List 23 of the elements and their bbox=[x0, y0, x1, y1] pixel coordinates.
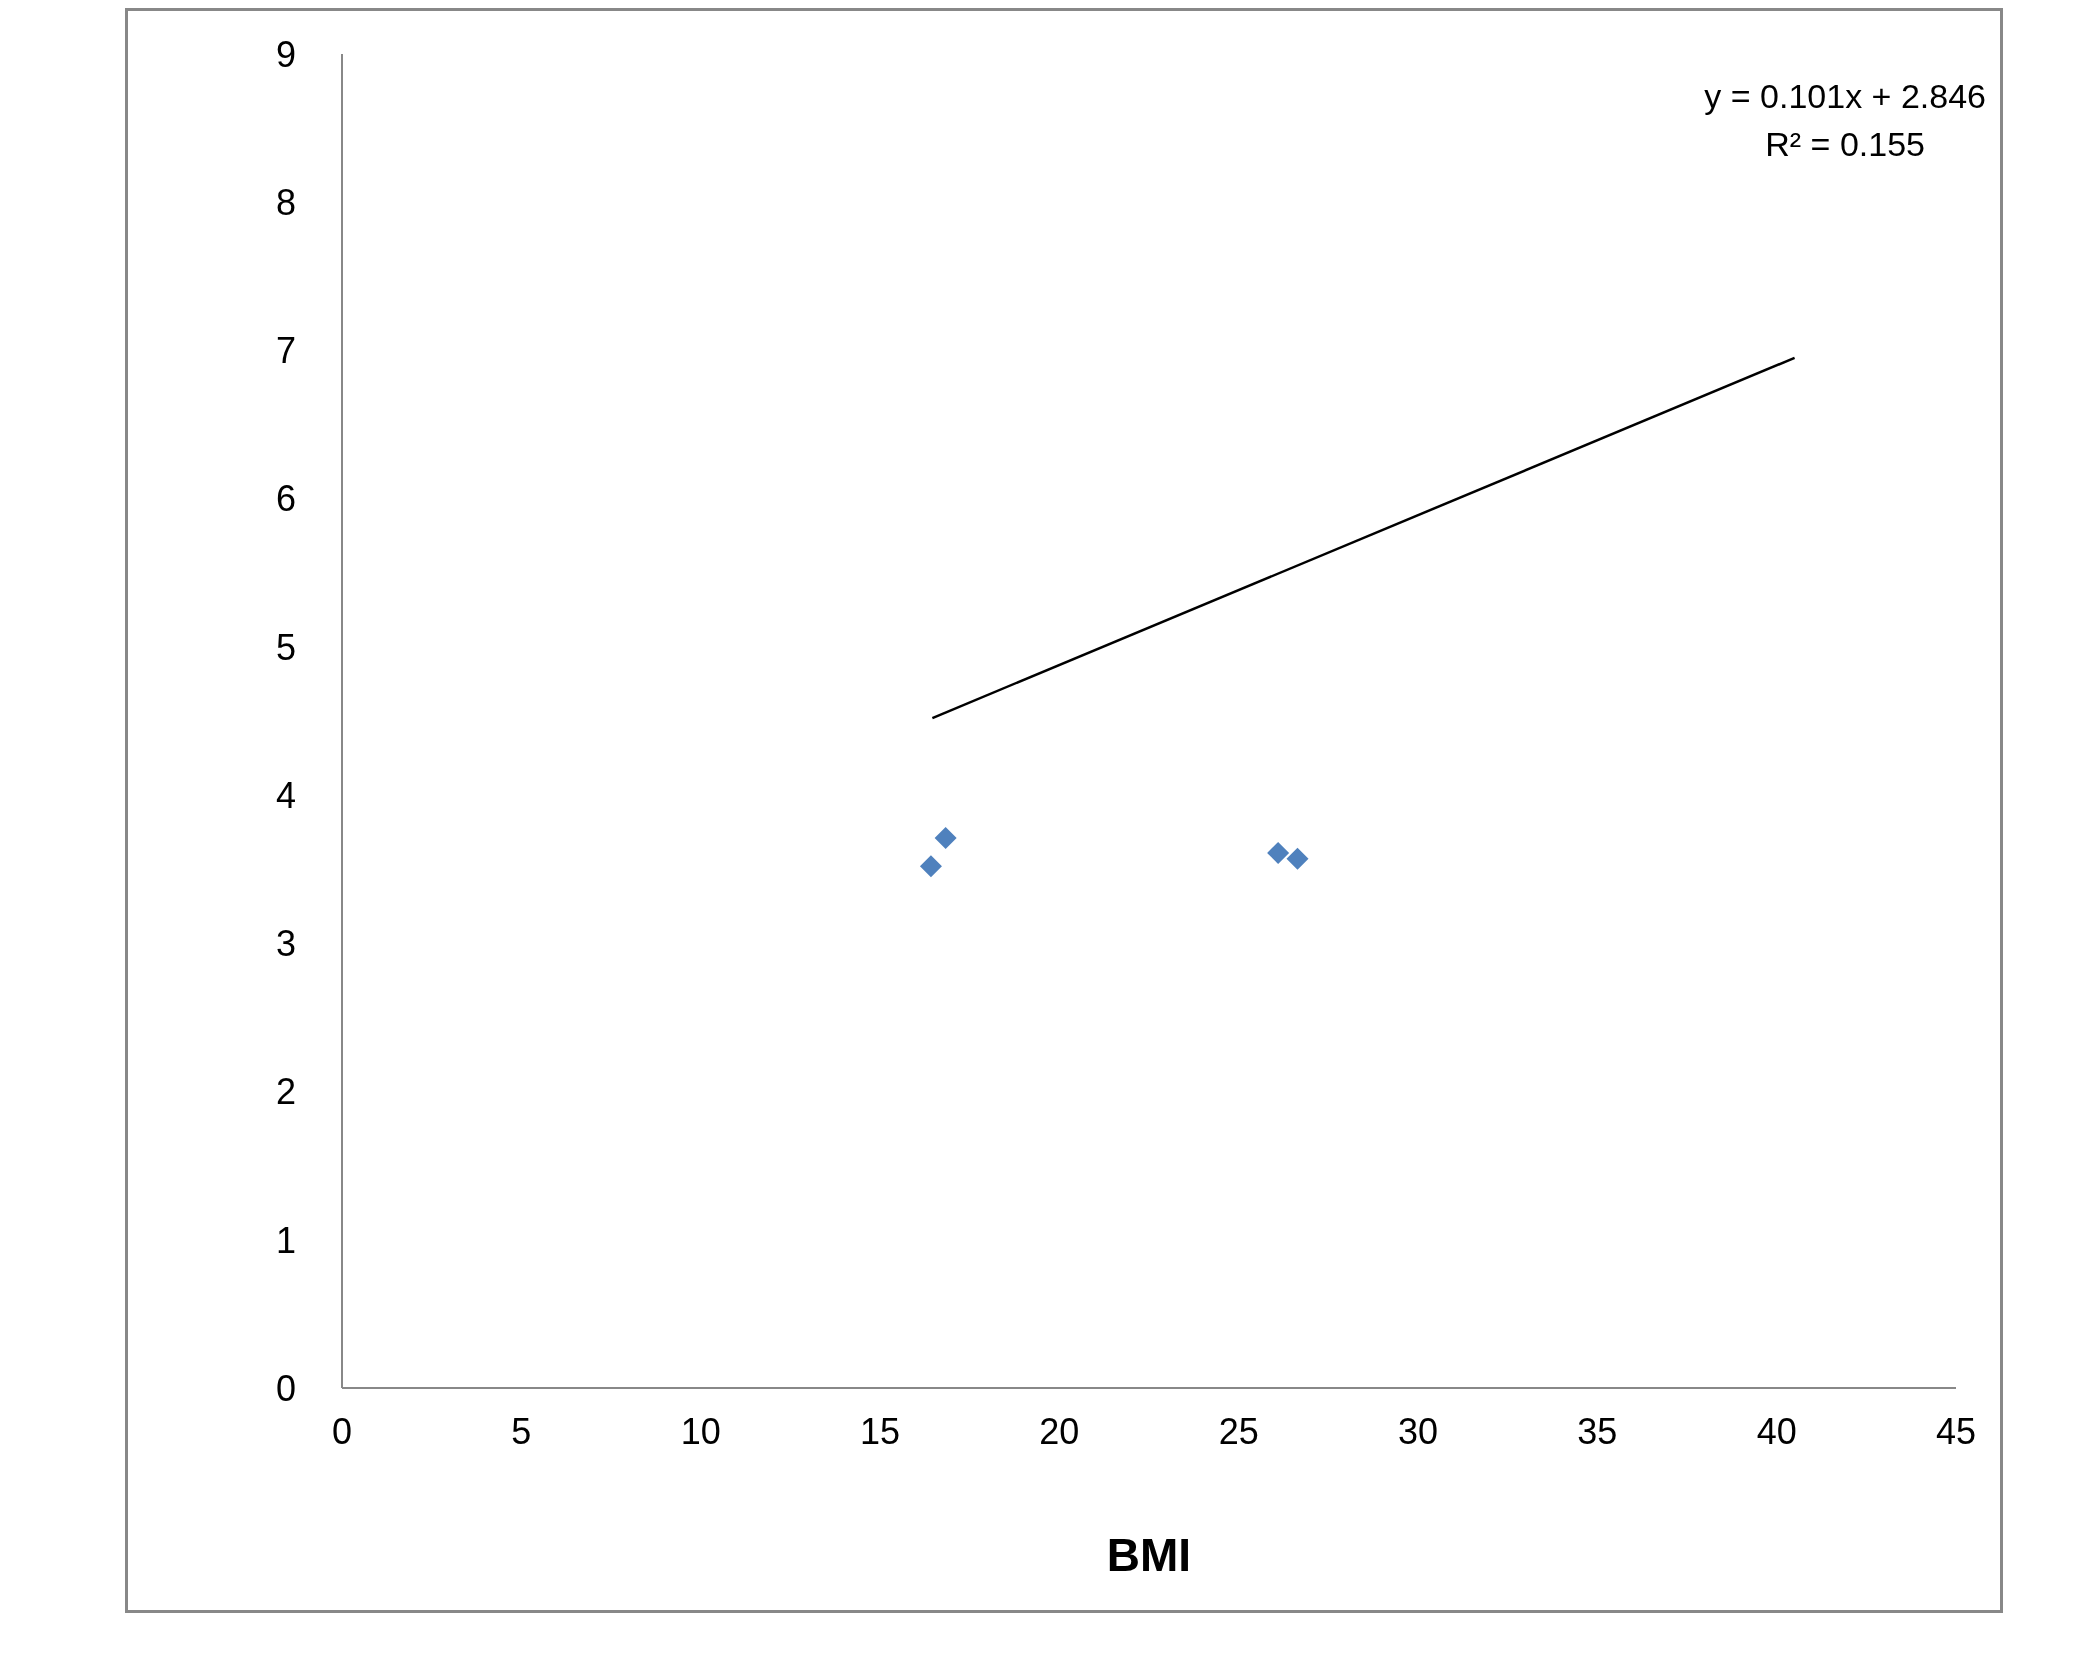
y-tick-label: 4 bbox=[275, 774, 296, 816]
x-tick-label: 5 bbox=[511, 1410, 532, 1452]
x-tick-label: 40 bbox=[1756, 1410, 1797, 1452]
y-tick-label: 0 bbox=[275, 1367, 296, 1409]
x-tick-label: 0 bbox=[331, 1410, 353, 1452]
y-tick-label: 7 bbox=[275, 330, 296, 372]
y-tick-label: 5 bbox=[275, 626, 296, 668]
x-axis-title: BMI bbox=[1106, 1528, 1192, 1581]
x-tick-label: 20 bbox=[1039, 1410, 1080, 1452]
y-tick-label: 6 bbox=[275, 478, 296, 520]
x-tick-label: 30 bbox=[1397, 1410, 1439, 1452]
x-tick-label: 25 bbox=[1218, 1410, 1259, 1452]
x-tick-label: 35 bbox=[1577, 1410, 1618, 1452]
y-tick-label: 2 bbox=[275, 1071, 296, 1113]
y-tick-label: 9 bbox=[275, 33, 296, 75]
annotation: R² = 0.155 bbox=[1764, 124, 1926, 165]
x-tick-label: 45 bbox=[1935, 1410, 1977, 1452]
x-tick-label: 15 bbox=[859, 1410, 901, 1452]
y-tick-label: 1 bbox=[275, 1219, 296, 1261]
y-tick-label: 3 bbox=[275, 923, 296, 965]
annotation: y = 0.101x + 2.846 bbox=[1704, 76, 1986, 117]
y-tick-label: 8 bbox=[275, 182, 296, 223]
x-tick-label: 10 bbox=[680, 1410, 721, 1452]
